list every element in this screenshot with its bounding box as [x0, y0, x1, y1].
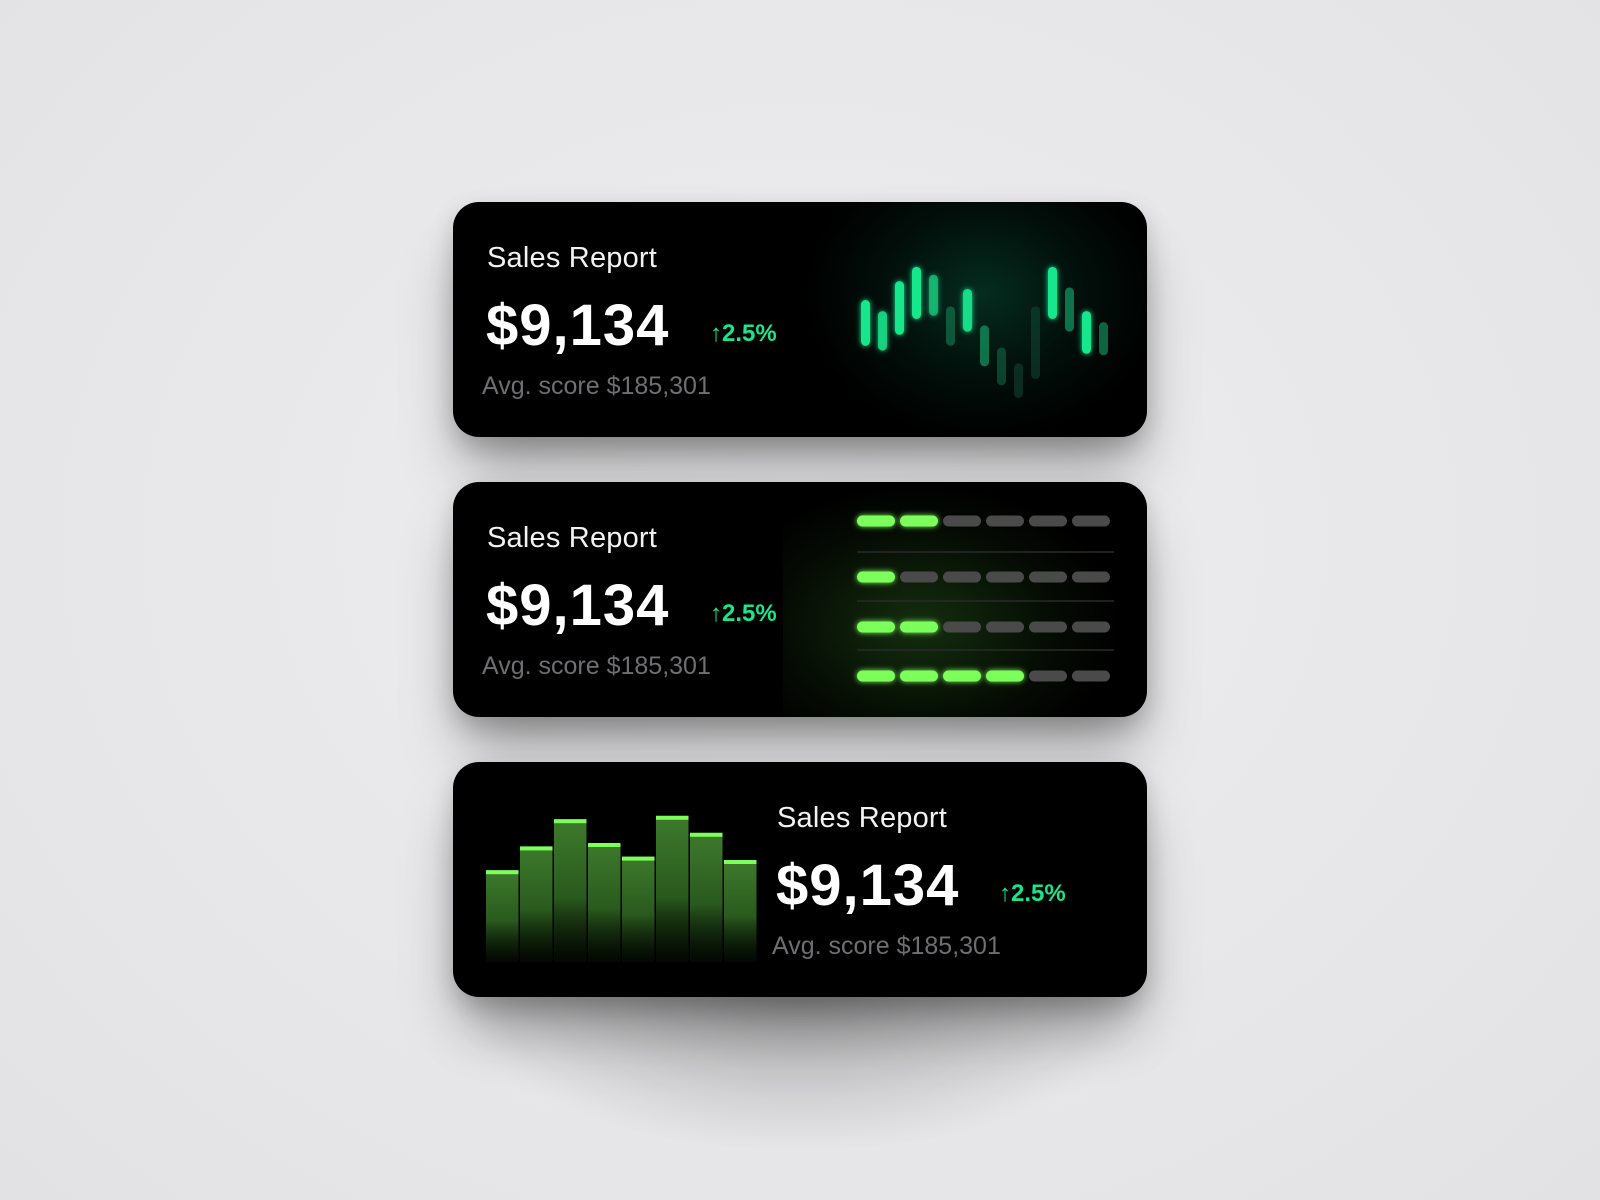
card-title: Sales Report — [487, 522, 658, 554]
bar-cap — [724, 860, 757, 864]
bar-chart — [486, 815, 757, 962]
bar — [520, 846, 553, 962]
meter-segment-active — [900, 670, 938, 682]
bar-cap — [690, 832, 723, 837]
meter-segment-active — [857, 670, 895, 682]
meter-segment-inactive — [1072, 670, 1110, 682]
meter-segment-active — [857, 571, 895, 583]
meter-segment-active — [986, 670, 1024, 682]
candle-bar — [895, 281, 904, 335]
segment-meter-chart — [857, 515, 1114, 682]
meter-segment-inactive — [986, 515, 1024, 527]
meter-segment-active — [857, 515, 895, 527]
sales-amount: $9,134 — [486, 573, 670, 638]
bar — [486, 870, 519, 962]
candle-bar — [929, 274, 938, 316]
candle-bar — [878, 311, 887, 351]
bar — [690, 832, 723, 962]
meter-segment-inactive — [1029, 670, 1067, 682]
card-title: Sales Report — [487, 242, 658, 274]
bar-cap — [554, 819, 587, 824]
meter-segment-inactive — [943, 621, 981, 633]
meter-segment-inactive — [900, 571, 938, 583]
meter-segment-inactive — [1029, 515, 1067, 527]
meter-segment-inactive — [1072, 621, 1110, 633]
bar-cap — [656, 815, 689, 820]
bar — [724, 860, 757, 962]
change-indicator: ↑2.5% — [710, 600, 777, 627]
candle-bar — [1048, 266, 1057, 319]
bar — [588, 843, 621, 962]
candle-bar — [963, 288, 972, 332]
change-indicator: ↑2.5% — [710, 320, 777, 347]
candle-bar — [997, 347, 1006, 386]
meter-segment-inactive — [986, 621, 1024, 633]
sales-amount: $9,134 — [776, 853, 960, 918]
average-score: Avg. score $185,301 — [482, 652, 711, 680]
sales-report-card-bars[interactable]: Sales Report $9,134 ↑2.5% Avg. score $18… — [453, 762, 1147, 997]
candle-bar — [1031, 306, 1040, 380]
meter-segment-inactive — [986, 571, 1024, 583]
change-indicator: ↑2.5% — [999, 880, 1066, 907]
meter-segment-inactive — [943, 571, 981, 583]
sales-report-card-meter[interactable]: Sales Report $9,134 ↑2.5% Avg. score $18… — [453, 482, 1147, 717]
candle-bar — [1014, 363, 1023, 398]
candlestick-chart — [861, 266, 1108, 398]
sales-report-card-candles[interactable]: Sales Report $9,134 ↑2.5% Avg. score $18… — [453, 202, 1147, 437]
average-score: Avg. score $185,301 — [482, 372, 711, 400]
meter-segment-active — [857, 621, 895, 633]
candle-bar — [1065, 287, 1074, 332]
meter-segment-inactive — [1072, 515, 1110, 527]
candle-bar — [861, 300, 870, 346]
bar-cap — [588, 843, 621, 847]
candle-bar — [1082, 311, 1091, 354]
meter-segment-active — [900, 515, 938, 527]
bar — [656, 815, 689, 962]
drop-shadow — [470, 980, 1130, 1140]
card-title: Sales Report — [777, 802, 948, 834]
candle-bar — [980, 325, 989, 367]
bar — [622, 856, 655, 962]
meter-segment-inactive — [1029, 621, 1067, 633]
candle-bar — [912, 266, 921, 319]
meter-segment-inactive — [943, 515, 981, 527]
meter-segment-active — [943, 670, 981, 682]
meter-segment-inactive — [1072, 571, 1110, 583]
candle-bar — [1099, 322, 1108, 356]
sales-amount: $9,134 — [486, 293, 670, 358]
bar-cap — [520, 846, 553, 851]
meter-segment-inactive — [1029, 571, 1067, 583]
bar-cap — [486, 870, 519, 875]
bar-cap — [622, 856, 655, 861]
candle-bar — [946, 306, 955, 346]
average-score: Avg. score $185,301 — [772, 932, 1001, 960]
meter-segment-active — [900, 621, 938, 633]
bar — [554, 819, 587, 962]
